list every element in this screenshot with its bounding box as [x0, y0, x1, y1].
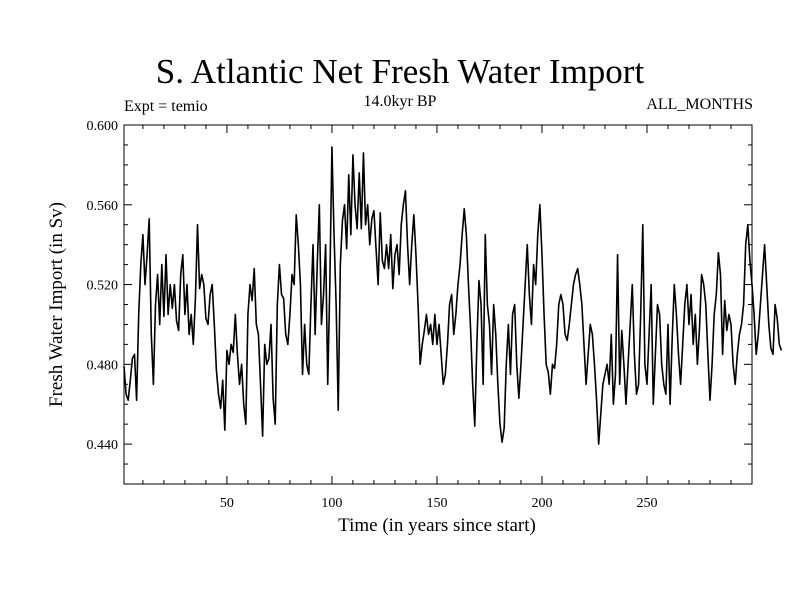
- series-line: [123, 146, 783, 445]
- x-tick-label: 50: [220, 496, 234, 511]
- y-tick-label: 0.440: [87, 438, 119, 453]
- y-tick-label: 0.600: [87, 119, 119, 134]
- x-axis-label: Time (in years since start): [338, 515, 536, 536]
- y-tick-label: 0.520: [87, 279, 119, 294]
- y-axis-label: Fresh Water Import (in Sv): [46, 202, 67, 407]
- x-tick-label: 150: [426, 496, 447, 511]
- experiment-label: Expt = temio: [124, 98, 208, 115]
- chart-subtitle: 14.0kyr BP: [363, 93, 437, 110]
- x-tick-label: 250: [636, 496, 657, 511]
- chart-title: S. Atlantic Net Fresh Water Import: [155, 52, 645, 91]
- x-tick-label: 100: [321, 496, 342, 511]
- months-label: ALL_MONTHS: [646, 96, 753, 113]
- y-tick-label: 0.480: [87, 358, 119, 373]
- y-tick-label: 0.560: [87, 199, 119, 214]
- x-tick-label: 200: [531, 496, 552, 511]
